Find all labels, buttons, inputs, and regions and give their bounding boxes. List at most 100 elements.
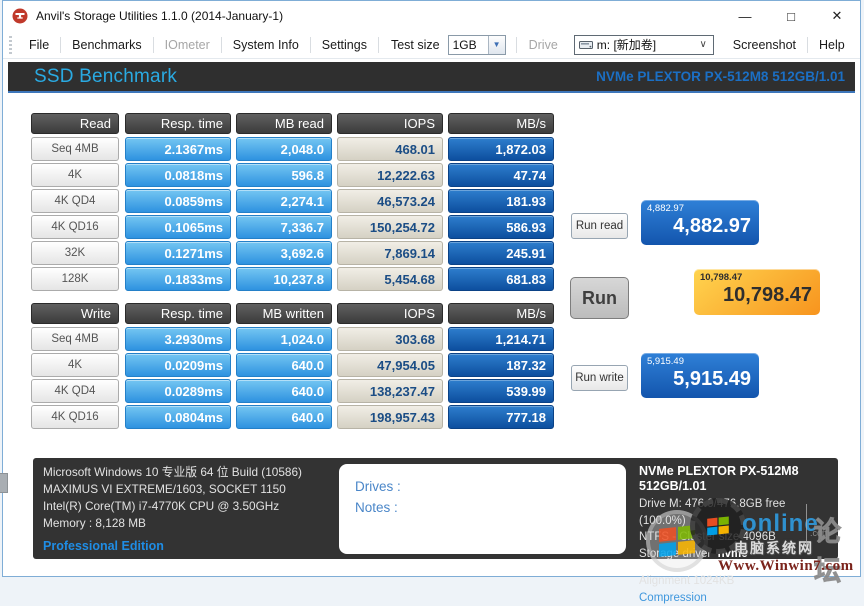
- row-label: 128K: [31, 267, 119, 291]
- column-header: Write: [31, 303, 119, 324]
- iops-value: 5,454.68: [337, 267, 443, 291]
- menu-settings[interactable]: Settings: [311, 38, 378, 52]
- column-header: IOPS: [337, 303, 443, 324]
- resp-time-value: 0.1065ms: [125, 215, 231, 239]
- minimize-button[interactable]: —: [722, 1, 768, 31]
- mbs-value: 187.32: [448, 353, 554, 377]
- menu-bar: File Benchmarks IOmeter System Info Sett…: [3, 31, 860, 59]
- mbs-value: 47.74: [448, 163, 554, 187]
- menu-file[interactable]: File: [18, 38, 60, 52]
- total-score-box: 10,798.47 10,798.47: [694, 269, 820, 315]
- test-size-combo[interactable]: 1GB ▼: [448, 35, 506, 55]
- test-size-label: Test size: [379, 38, 448, 52]
- motherboard-line: MAXIMUS VI EXTREME/1603, SOCKET 1150: [43, 481, 302, 498]
- row-label: 4K QD4: [31, 379, 119, 403]
- table-row: 4K QD16 0.0804ms 640.0 198,957.43 777.18: [31, 405, 554, 429]
- maximize-button[interactable]: □: [768, 1, 814, 31]
- drive-value: m: [新加卷]: [593, 36, 700, 53]
- system-info: Microsoft Windows 10 专业版 64 位 Build (105…: [43, 464, 302, 555]
- resp-time-value: 0.0289ms: [125, 379, 231, 403]
- iops-value: 138,237.47: [337, 379, 443, 403]
- iops-value: 198,957.43: [337, 405, 443, 429]
- write-header-row: Write Resp. time MB written IOPS MB/s: [31, 303, 554, 324]
- window-title: Anvil's Storage Utilities 1.1.0 (2014-Ja…: [36, 9, 283, 23]
- write-score-box: 5,915.49 5,915.49: [641, 353, 759, 398]
- menu-help[interactable]: Help: [808, 38, 856, 52]
- benchmark-header-band: SSD Benchmark NVMe PLEXTOR PX-512M8 512G…: [8, 62, 855, 93]
- app-window: Anvil's Storage Utilities 1.1.0 (2014-Ja…: [2, 0, 861, 577]
- mbs-value: 1,872.03: [448, 137, 554, 161]
- read-score: 4,882.97: [647, 214, 751, 238]
- row-label: 4K QD16: [31, 215, 119, 239]
- drive-label: Drive: [517, 38, 566, 52]
- write-table: Write Resp. time MB written IOPS MB/s Se…: [31, 303, 554, 431]
- resp-time-value: 2.1367ms: [125, 137, 231, 161]
- mbs-value: 245.91: [448, 241, 554, 265]
- run-read-button[interactable]: Run read: [571, 213, 628, 239]
- menu-iometer: IOmeter: [154, 38, 221, 52]
- toolbar-grip[interactable]: [9, 36, 12, 54]
- mbs-value: 681.83: [448, 267, 554, 291]
- read-score-box: 4,882.97 4,882.97: [641, 200, 759, 245]
- run-button[interactable]: Run: [570, 277, 629, 319]
- mb-read-value: 2,274.1: [236, 189, 332, 213]
- mbs-value: 1,214.71: [448, 327, 554, 351]
- menu-system-info[interactable]: System Info: [222, 38, 310, 52]
- app-icon: [12, 8, 28, 24]
- mbs-value: 586.93: [448, 215, 554, 239]
- write-score-small: 5,915.49: [647, 356, 751, 367]
- table-row: 4K 0.0818ms 596.8 12,222.63 47.74: [31, 163, 554, 187]
- write-score: 5,915.49: [647, 367, 751, 391]
- row-label: 4K: [31, 163, 119, 187]
- title-bar: Anvil's Storage Utilities 1.1.0 (2014-Ja…: [3, 1, 860, 31]
- os-line: Microsoft Windows 10 专业版 64 位 Build (105…: [43, 464, 302, 481]
- run-write-button[interactable]: Run write: [571, 365, 628, 391]
- column-header: Resp. time: [125, 113, 231, 134]
- alignment-line: Alignment 1024KB: [639, 573, 834, 590]
- drive-icon: [579, 40, 593, 50]
- device-name: NVMe PLEXTOR PX-512M8 512GB/1.01: [596, 69, 845, 84]
- drive-combo[interactable]: m: [新加卷] ∨: [574, 35, 714, 55]
- row-label: 32K: [31, 241, 119, 265]
- drives-label: Drives :: [355, 476, 626, 497]
- row-label: 4K: [31, 353, 119, 377]
- compression-line: Compression: [639, 590, 834, 606]
- storage-driver-line: Storage driver nvme: [639, 546, 834, 563]
- maximize-icon: □: [787, 9, 795, 24]
- mb-written-value: 640.0: [236, 379, 332, 403]
- table-row: 4K 0.0209ms 640.0 47,954.05 187.32: [31, 353, 554, 377]
- info-panel: Microsoft Windows 10 专业版 64 位 Build (105…: [33, 458, 838, 559]
- column-header: Read: [31, 113, 119, 134]
- mb-read-value: 3,692.6: [236, 241, 332, 265]
- iops-value: 303.68: [337, 327, 443, 351]
- column-header: MB/s: [448, 113, 554, 134]
- close-icon: ✕: [832, 8, 843, 24]
- filesystem-line: NTFS - Cluster size 4096B: [639, 529, 834, 546]
- row-label: Seq 4MB: [31, 137, 119, 161]
- row-label: 4K QD4: [31, 189, 119, 213]
- table-row: 4K QD16 0.1065ms 7,336.7 150,254.72 586.…: [31, 215, 554, 239]
- menu-screenshot[interactable]: Screenshot: [722, 38, 807, 52]
- resp-time-value: 3.2930ms: [125, 327, 231, 351]
- menu-benchmarks[interactable]: Benchmarks: [61, 38, 152, 52]
- iops-value: 46,573.24: [337, 189, 443, 213]
- mbs-value: 181.93: [448, 189, 554, 213]
- row-label: 4K QD16: [31, 405, 119, 429]
- mb-written-value: 640.0: [236, 405, 332, 429]
- read-table: Read Resp. time MB read IOPS MB/s Seq 4M…: [31, 113, 554, 293]
- close-button[interactable]: ✕: [814, 1, 860, 31]
- table-row: 32K 0.1271ms 3,692.6 7,869.14 245.91: [31, 241, 554, 265]
- mb-written-value: 1,024.0: [236, 327, 332, 351]
- test-size-dropdown-button[interactable]: ▼: [488, 36, 505, 54]
- column-header: IOPS: [337, 113, 443, 134]
- test-size-value: 1GB: [449, 38, 488, 52]
- chevron-down-icon: ∨: [699, 39, 708, 50]
- resp-time-value: 0.0859ms: [125, 189, 231, 213]
- mbs-value: 777.18: [448, 405, 554, 429]
- iops-value: 468.01: [337, 137, 443, 161]
- resp-time-value: 0.1271ms: [125, 241, 231, 265]
- table-row: Seq 4MB 3.2930ms 1,024.0 303.68 1,214.71: [31, 327, 554, 351]
- drives-notes-box[interactable]: Drives : Notes :: [339, 464, 626, 554]
- iops-value: 47,954.05: [337, 353, 443, 377]
- iops-value: 12,222.63: [337, 163, 443, 187]
